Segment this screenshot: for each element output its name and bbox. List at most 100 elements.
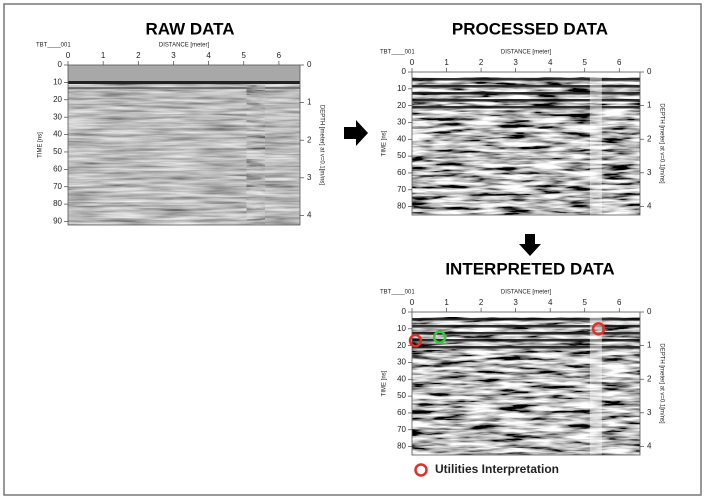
y-tick-label: 90 xyxy=(53,217,62,226)
x-tick-label: 3 xyxy=(513,58,518,67)
air-band xyxy=(412,312,640,317)
air-band xyxy=(68,65,300,81)
x-tick-label: 2 xyxy=(479,58,484,67)
radargram-panel: RAW DATA TBT____001 DISTANCE [meter] TIME [… xyxy=(36,19,324,225)
y2-tick-label: 1 xyxy=(307,98,312,107)
utility-marker xyxy=(432,330,447,344)
y-axis-label: TIME [ns] xyxy=(38,132,44,158)
x-tick-label: 0 xyxy=(410,58,415,67)
x-tick-label: 2 xyxy=(479,298,484,307)
image-border xyxy=(67,64,301,226)
file-label: TBT____001 xyxy=(380,50,415,56)
x-tick-label: 1 xyxy=(444,298,449,307)
y2-tick-label: 4 xyxy=(647,442,652,451)
image-border xyxy=(411,71,641,216)
reflection-band xyxy=(412,346,640,349)
reflection-band xyxy=(412,325,640,328)
x-tick-label: 4 xyxy=(206,51,211,60)
y-tick-label: 80 xyxy=(397,442,406,451)
x-tick-label: 6 xyxy=(617,298,622,307)
y2-tick-label: 2 xyxy=(647,374,652,383)
y-tick-label: 70 xyxy=(397,425,406,434)
y2-axis-label: DEPTH [meter] at v=0.1[m/ns] xyxy=(658,343,664,424)
y-tick-label: 60 xyxy=(53,164,62,173)
y2-tick-label: 0 xyxy=(647,67,652,76)
x-axis-label: DISTANCE [meter] xyxy=(501,290,552,296)
reflection-band xyxy=(412,318,640,321)
frame xyxy=(3,3,702,496)
y2-axis-label: DEPTH [meter] at v=0.1[m/ns] xyxy=(318,105,324,186)
y-tick-label: 10 xyxy=(53,78,62,87)
y-tick-label: 50 xyxy=(53,147,62,156)
y-tick-label: 70 xyxy=(53,182,62,191)
x-tick-label: 4 xyxy=(548,58,553,67)
y-tick-label: 30 xyxy=(397,118,406,127)
x-tick-label: 3 xyxy=(513,298,518,307)
y-tick-label: 60 xyxy=(397,168,406,177)
y2-tick-label: 4 xyxy=(307,211,312,220)
x-tick-label: 2 xyxy=(136,51,141,60)
utility-marker xyxy=(591,322,606,336)
y-tick-label: 30 xyxy=(53,112,62,121)
x-tick-label: 1 xyxy=(101,51,106,60)
image-border xyxy=(411,311,641,456)
y2-tick-label: 4 xyxy=(647,202,652,211)
reflection-band xyxy=(412,332,640,335)
x-tick-label: 1 xyxy=(444,58,449,67)
y-tick-label: 50 xyxy=(397,391,406,400)
radargram-panel: INTERPRETED DATA TBT____001 DISTANCE [mete… xyxy=(380,259,664,456)
y2-tick-label: 3 xyxy=(647,408,652,417)
y2-tick-label: 3 xyxy=(307,173,312,182)
x-axis-label: DISTANCE [meter] xyxy=(159,43,210,49)
y2-tick-label: 2 xyxy=(307,135,312,144)
radargram-image xyxy=(412,312,640,455)
x-axis-label: DISTANCE [meter] xyxy=(501,50,552,56)
reflection-band xyxy=(412,78,640,81)
legend-marker xyxy=(414,463,428,477)
disturbed-zone xyxy=(589,315,602,455)
x-tick-label: 5 xyxy=(242,51,247,60)
y-tick-label: 10 xyxy=(397,324,406,333)
air-band xyxy=(412,72,640,77)
y2-tick-label: 1 xyxy=(647,101,652,110)
panel-title: RAW DATA xyxy=(145,19,234,38)
arrow-right xyxy=(344,120,368,146)
x-tick-label: 6 xyxy=(617,58,622,67)
y2-axis-label: DEPTH [meter] at v=0.1[m/ns] xyxy=(658,103,664,184)
disturbed-zone xyxy=(589,75,602,215)
y-tick-label: 0 xyxy=(58,60,63,69)
x-tick-label: 0 xyxy=(410,298,415,307)
reflection-band xyxy=(412,85,640,88)
radargram-image xyxy=(412,72,640,215)
reflection-band xyxy=(412,99,640,102)
reflection-band xyxy=(412,106,640,109)
direct-wave xyxy=(68,81,300,84)
reflection-band xyxy=(412,339,640,342)
y-tick-label: 40 xyxy=(397,374,406,383)
y-tick-label: 80 xyxy=(397,202,406,211)
y-tick-label: 10 xyxy=(397,84,406,93)
y2-tick-label: 0 xyxy=(307,60,312,69)
y-tick-label: 80 xyxy=(53,199,62,208)
y2-tick-label: 1 xyxy=(647,341,652,350)
x-tick-label: 5 xyxy=(583,298,588,307)
x-tick-label: 4 xyxy=(548,298,553,307)
y-tick-label: 20 xyxy=(397,341,406,350)
y-tick-label: 30 xyxy=(397,358,406,367)
y-tick-label: 40 xyxy=(397,134,406,143)
x-tick-label: 6 xyxy=(277,51,282,60)
y-tick-label: 70 xyxy=(397,185,406,194)
panel-title: INTERPRETED DATA xyxy=(445,259,614,278)
x-tick-label: 5 xyxy=(583,58,588,67)
direct-wave xyxy=(68,87,300,89)
disturbed-zone xyxy=(246,85,265,225)
y2-tick-label: 0 xyxy=(647,307,652,316)
y-tick-label: 20 xyxy=(53,95,62,104)
y-tick-label: 60 xyxy=(397,408,406,417)
y-axis-label: TIME [ns] xyxy=(382,130,388,156)
utility-marker xyxy=(408,333,423,348)
reflection-band xyxy=(412,92,640,95)
file-label: TBT____001 xyxy=(36,43,71,49)
radargram-panel: PROCESSED DATA TBT____001 DISTANCE [meter]… xyxy=(380,19,664,216)
